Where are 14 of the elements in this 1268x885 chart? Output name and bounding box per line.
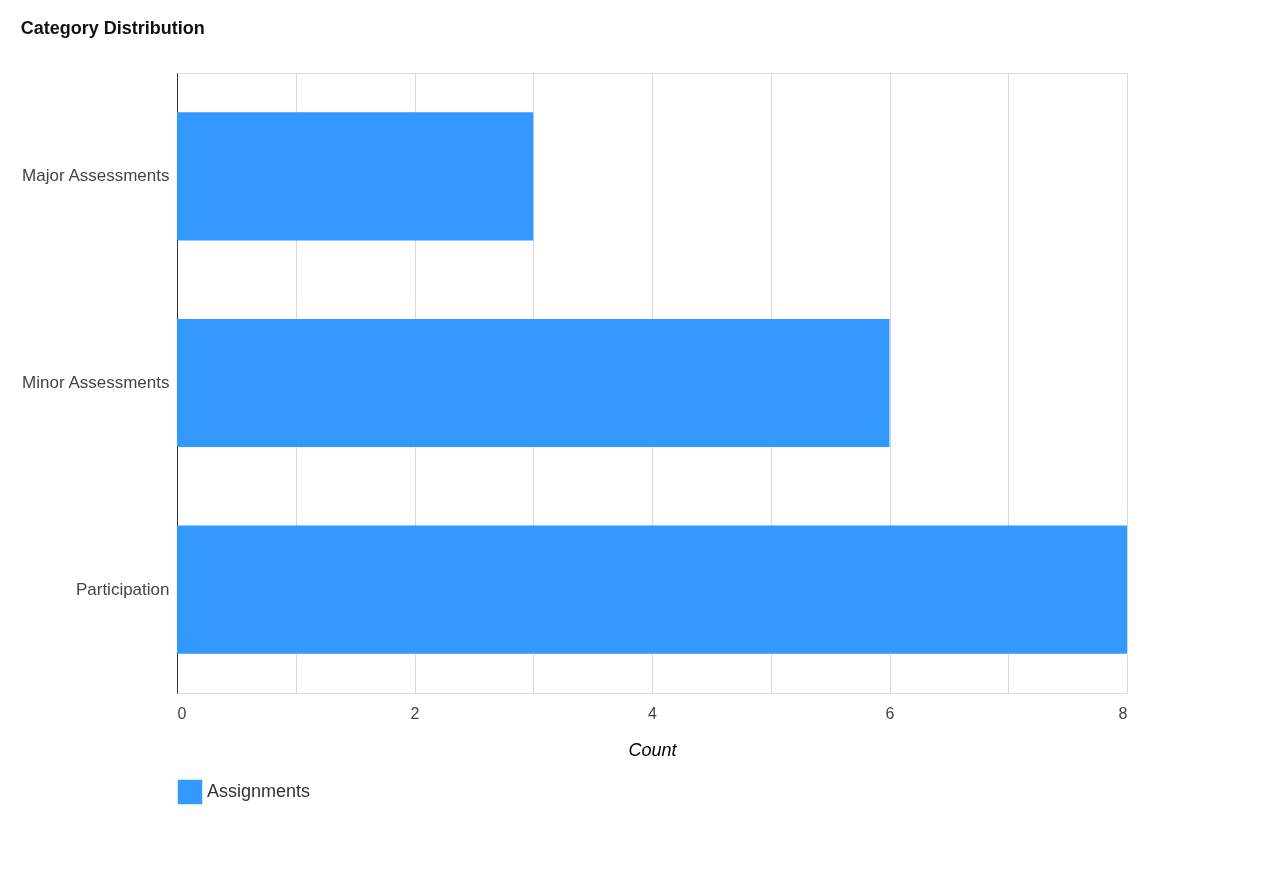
x-tick-label: 6 — [885, 704, 895, 722]
y-tick-label: Minor Assessments — [22, 373, 170, 392]
bar — [177, 112, 534, 241]
y-tick-label: Major Assessments — [22, 166, 170, 186]
x-tick-label: 0 — [177, 704, 187, 722]
x-tick-label: 4 — [648, 704, 658, 722]
x-axis-title: Count — [628, 739, 678, 760]
y-tick-label: Participation — [75, 579, 170, 599]
bar — [177, 525, 1127, 654]
legend-label: Assignments — [207, 781, 311, 801]
x-tick-label: 8 — [1118, 704, 1128, 722]
x-tick-label: 2 — [410, 704, 420, 722]
bar — [177, 318, 890, 448]
chart-title: Category Distribution — [20, 18, 205, 38]
